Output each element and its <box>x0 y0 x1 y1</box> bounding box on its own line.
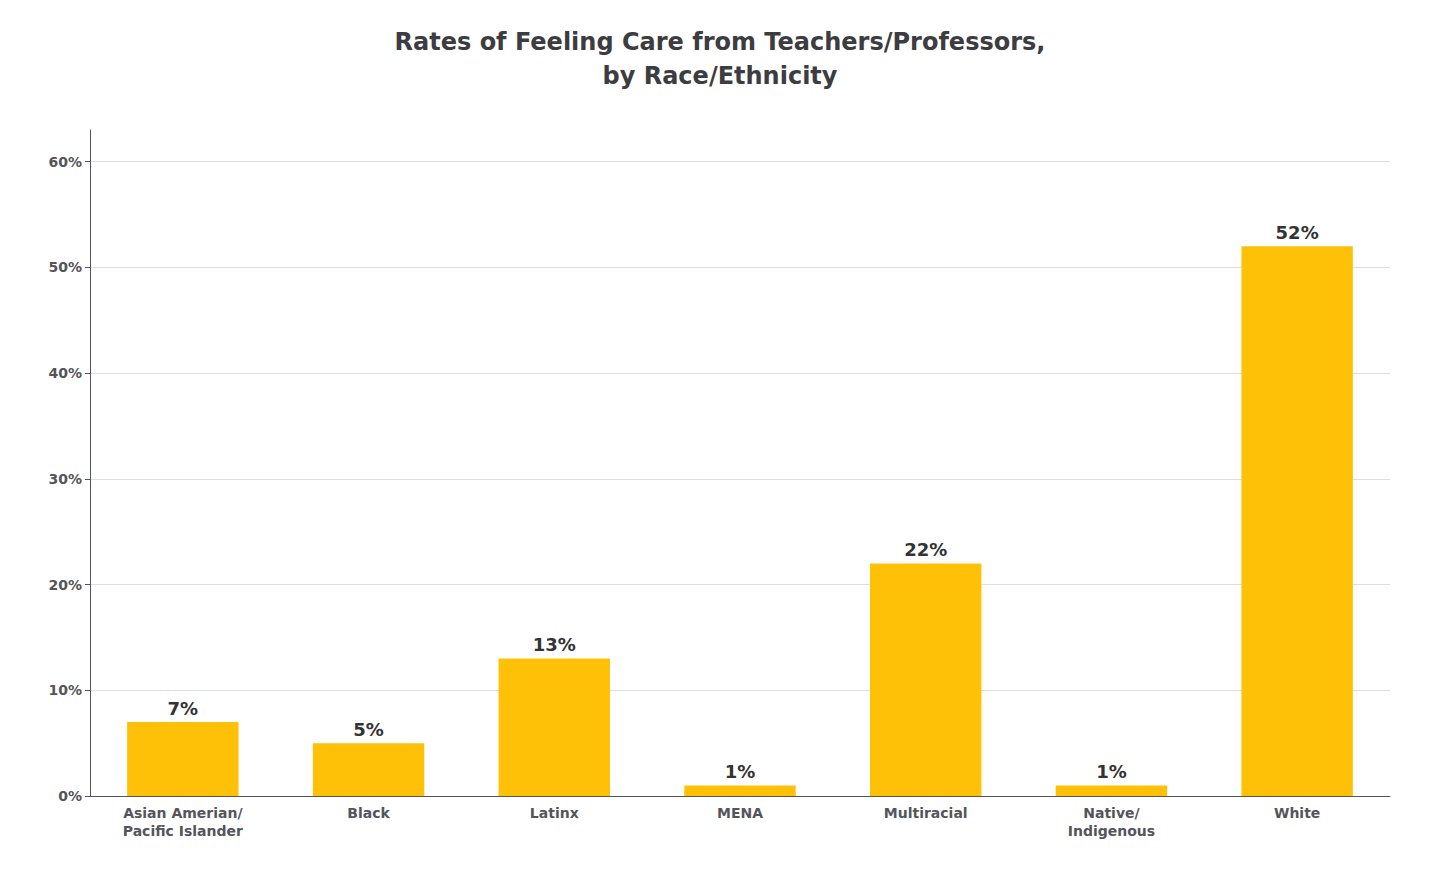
svg-text:Multiracial: Multiracial <box>884 805 968 821</box>
svg-text:10%: 10% <box>48 682 82 698</box>
svg-text:52%: 52% <box>1276 222 1319 243</box>
svg-text:22%: 22% <box>904 539 947 560</box>
svg-text:13%: 13% <box>533 634 576 655</box>
svg-text:1%: 1% <box>1096 761 1127 782</box>
svg-text:White: White <box>1274 805 1320 821</box>
svg-text:20%: 20% <box>48 577 82 593</box>
svg-text:Latinx: Latinx <box>530 805 579 821</box>
svg-text:40%: 40% <box>48 365 82 381</box>
svg-text:30%: 30% <box>48 471 82 487</box>
svg-text:1%: 1% <box>725 761 756 782</box>
svg-text:Native/: Native/ <box>1083 805 1140 821</box>
svg-text:Pacific Islander: Pacific Islander <box>123 823 243 839</box>
svg-text:MENA: MENA <box>717 805 763 821</box>
svg-text:by Race/Ethnicity: by Race/Ethnicity <box>603 62 838 90</box>
svg-text:7%: 7% <box>168 698 199 719</box>
svg-text:Indigenous: Indigenous <box>1068 823 1155 839</box>
svg-text:Black: Black <box>347 805 390 821</box>
svg-text:0%: 0% <box>58 788 82 804</box>
svg-text:60%: 60% <box>48 154 82 170</box>
svg-text:50%: 50% <box>48 259 82 275</box>
svg-text:Asian Amerian/: Asian Amerian/ <box>123 805 243 821</box>
svg-text:Rates of Feeling Care from Tea: Rates of Feeling Care from Teachers/Prof… <box>395 28 1046 56</box>
svg-text:5%: 5% <box>353 719 384 740</box>
